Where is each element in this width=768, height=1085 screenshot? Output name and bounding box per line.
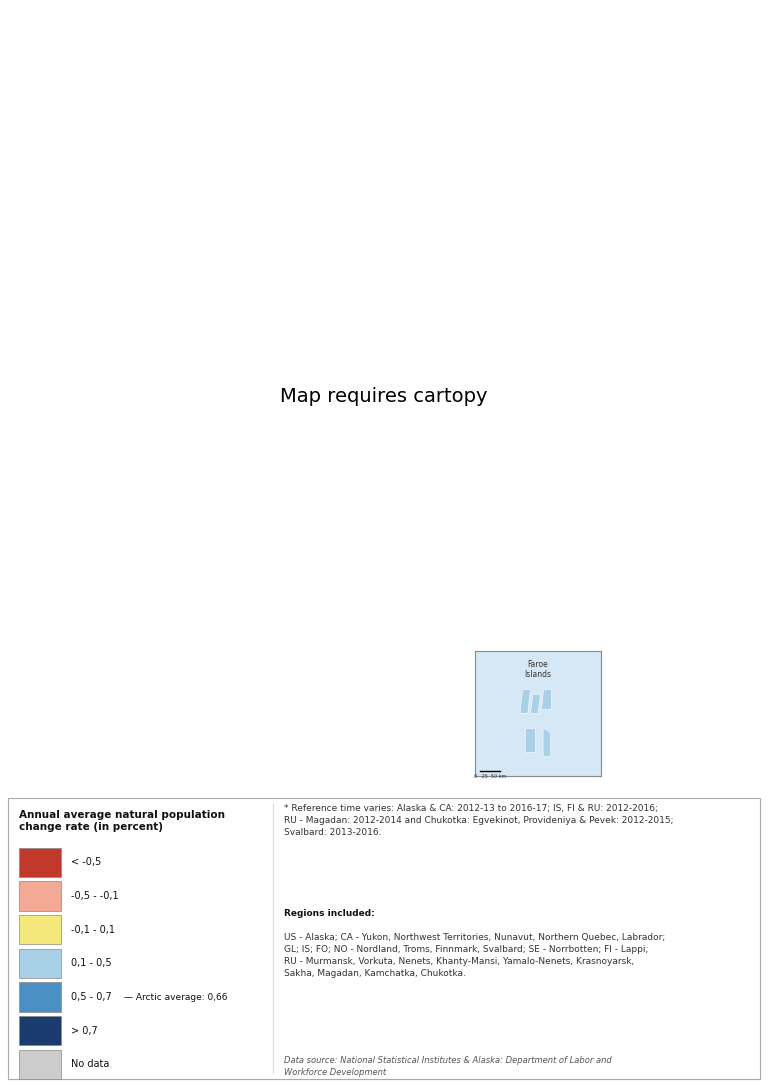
Polygon shape: [543, 728, 551, 756]
Text: 0   25  50 km: 0 25 50 km: [474, 774, 506, 779]
Polygon shape: [541, 689, 551, 709]
Bar: [19, 881, 61, 910]
Text: No data: No data: [71, 1059, 109, 1070]
Text: Regions included:: Regions included:: [284, 909, 375, 918]
Bar: [19, 948, 61, 978]
Text: US - Alaska; CA - Yukon, Northwest Territories, Nunavut, Northern Quebec, Labrad: US - Alaska; CA - Yukon, Northwest Terri…: [284, 933, 665, 978]
Text: — Arctic average: 0,66: — Arctic average: 0,66: [124, 993, 228, 1001]
Text: > 0,7: > 0,7: [71, 1025, 98, 1036]
Text: * Reference time varies: Alaska & CA: 2012-13 to 2016-17; IS, FI & RU: 2012-2016: * Reference time varies: Alaska & CA: 20…: [284, 804, 674, 837]
Text: -0,1 - 0,1: -0,1 - 0,1: [71, 924, 114, 935]
Text: 0,1 - 0,5: 0,1 - 0,5: [71, 958, 111, 969]
Bar: [19, 1050, 61, 1080]
Bar: [19, 847, 61, 877]
Text: < -0,5: < -0,5: [71, 857, 101, 867]
Polygon shape: [520, 689, 531, 713]
Bar: [19, 915, 61, 944]
Text: Annual average natural population
change rate (in percent): Annual average natural population change…: [19, 809, 225, 832]
Polygon shape: [531, 694, 541, 713]
Text: Map requires cartopy: Map requires cartopy: [280, 386, 488, 406]
Polygon shape: [525, 728, 535, 752]
Bar: [19, 1017, 61, 1046]
Bar: [19, 983, 61, 1011]
Text: Faroe
Islands: Faroe Islands: [525, 660, 551, 679]
Text: -0,5 - -0,1: -0,5 - -0,1: [71, 891, 118, 901]
Text: 0,5 - 0,7: 0,5 - 0,7: [71, 992, 111, 1003]
Text: Data source: National Statistical Institutes & Alaska: Department of Labor and
W: Data source: National Statistical Instit…: [284, 1056, 612, 1076]
